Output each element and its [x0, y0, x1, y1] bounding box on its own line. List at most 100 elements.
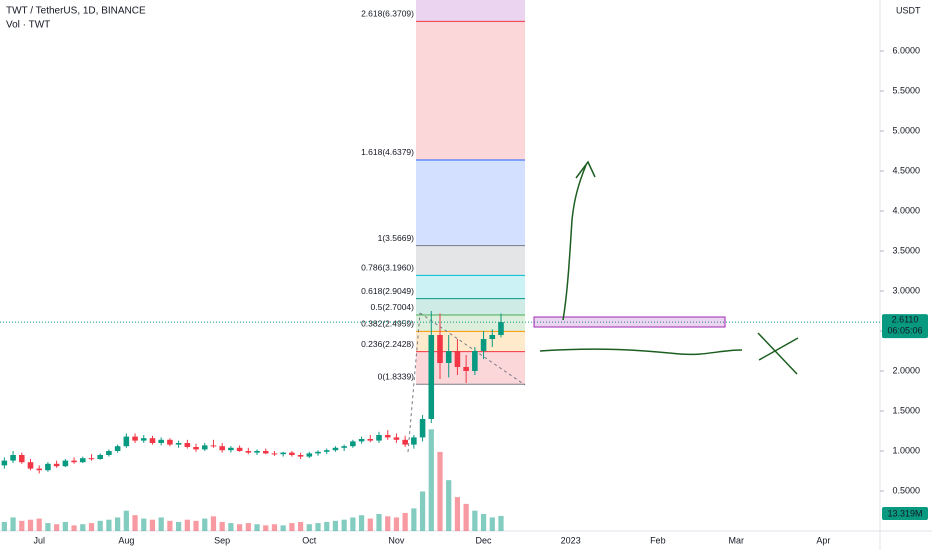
last-price-label: 2.6110 — [892, 314, 919, 324]
volume-bar — [419, 491, 426, 531]
volume-bar — [402, 512, 408, 531]
candle-body — [236, 447, 243, 451]
candle-body — [254, 451, 260, 453]
volume-bar — [341, 519, 347, 531]
candle-body — [384, 435, 391, 438]
fib-level-label: 0.786(3.1960) — [361, 263, 414, 273]
symbol-title: TWT / TetherUS, 1D, BINANCE — [6, 6, 146, 17]
y-tick-label: 1.5000 — [892, 405, 920, 415]
volume-bar — [141, 518, 147, 531]
candle-body — [367, 439, 374, 441]
candle-body — [27, 462, 34, 469]
volume-bar — [454, 497, 461, 531]
candle-body — [97, 455, 103, 459]
volume-bar — [324, 521, 330, 531]
plot — [0, 311, 880, 531]
candle-body — [402, 439, 408, 445]
fib-zone — [416, 245, 525, 276]
countdown-label: 06:05:06 — [887, 325, 922, 335]
candle-body — [262, 451, 269, 454]
fib-level-label: 0.236(2.2428) — [361, 339, 414, 349]
volume-bar — [27, 519, 34, 531]
candle-body — [158, 439, 164, 443]
volume-bar — [332, 520, 339, 531]
volume-bar — [106, 519, 112, 531]
candle-body — [219, 446, 225, 451]
volume-bar — [289, 523, 295, 531]
candle-body — [463, 367, 469, 371]
candle-body — [393, 437, 400, 440]
candle-body — [280, 452, 286, 455]
candle-body — [297, 455, 304, 457]
candle-body — [376, 435, 382, 441]
volume-bar — [176, 521, 182, 531]
last-volume-label: 13.319M — [887, 508, 922, 518]
fib-zone — [416, 331, 525, 352]
candle-body — [419, 419, 426, 438]
volume-bar — [306, 524, 312, 531]
volume-bar — [149, 519, 156, 531]
fib-retracement: 2.618(6.3709) 1.618(4.6379) 1(3.5669) 0.786… — [361, 0, 525, 385]
candle-body — [62, 460, 69, 467]
fib-level-label: 1(3.5669) — [378, 233, 415, 243]
volume-bar — [411, 508, 417, 531]
volume-bar — [97, 520, 103, 531]
x-tick-label: Aug — [118, 535, 134, 545]
volume-bar — [263, 525, 269, 531]
y-tick-label: 6.0000 — [892, 45, 920, 55]
candle-body — [350, 441, 356, 447]
drawn-arrow — [562, 164, 587, 321]
volume-bar — [480, 514, 487, 531]
x-tick-label: Mar — [728, 535, 744, 545]
volume-bar — [367, 518, 373, 531]
volume-bar — [80, 524, 86, 531]
x-tick-label: Nov — [388, 535, 405, 545]
candle-body — [306, 453, 313, 457]
candle-body — [454, 351, 461, 367]
candle-body — [1, 460, 8, 466]
volume-bar — [446, 480, 452, 531]
volume-bar — [428, 429, 434, 531]
fib-zone — [416, 275, 525, 299]
x-tick-label: Sep — [214, 535, 230, 545]
drawn-rectangle — [533, 316, 726, 328]
candle-body — [445, 351, 452, 363]
candle-body — [358, 439, 365, 442]
drawn-cross — [758, 337, 799, 361]
candle-body — [71, 460, 77, 463]
volume-bar — [54, 524, 60, 531]
volume-bar — [158, 517, 164, 531]
volume-bar — [167, 520, 173, 531]
fib-level-label: 1.618(4.6379) — [361, 147, 414, 157]
fib-level-label: 0.618(2.9049) — [361, 286, 414, 296]
y-tick-label: 5.5000 — [892, 85, 920, 95]
volume-indicator-title: Vol · TWT — [6, 20, 50, 31]
volume-bar — [123, 510, 129, 531]
candle-body — [245, 451, 252, 453]
x-tick-label: Feb — [650, 535, 666, 545]
candle-body — [489, 335, 496, 339]
candle-body — [88, 458, 95, 460]
volume-bar — [254, 524, 260, 531]
fib-zone — [416, 0, 525, 22]
fib-zone — [416, 314, 525, 332]
candle-body — [106, 451, 112, 455]
volume-bar — [472, 510, 478, 531]
volume-bar — [376, 514, 382, 531]
volume-bar — [115, 517, 121, 531]
volume-bar — [393, 517, 400, 531]
candle-body — [140, 438, 147, 441]
fib-level-label: 0(1.8339) — [378, 372, 415, 382]
volume-bar — [271, 524, 278, 531]
volume-bar — [463, 503, 469, 531]
fib-zone — [416, 351, 525, 385]
volume-bar — [489, 517, 495, 531]
candle-body — [332, 447, 339, 451]
volume-bar — [62, 521, 68, 531]
volume-bar — [385, 516, 391, 531]
y-tick-label: 4.0000 — [892, 205, 920, 215]
fib-level-label: 0.382(2.4959) — [361, 319, 414, 329]
volume-bar — [10, 517, 16, 531]
candle-body — [193, 447, 199, 450]
volume-bar — [71, 525, 77, 531]
